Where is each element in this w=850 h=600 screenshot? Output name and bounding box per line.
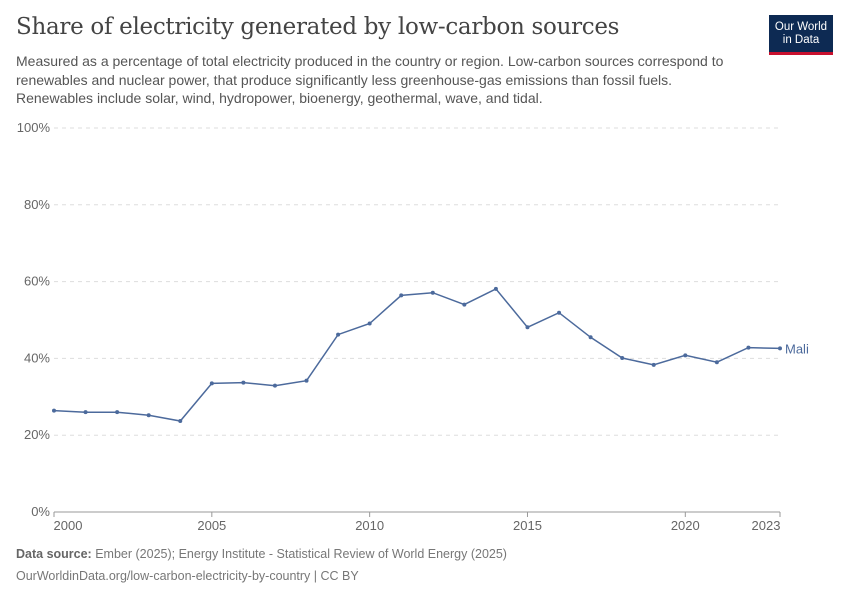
- data-point: [525, 325, 530, 330]
- x-tick-label: 2023: [752, 518, 781, 533]
- y-tick-label: 60%: [24, 274, 50, 289]
- data-point: [304, 378, 309, 383]
- y-tick-label: 40%: [24, 350, 50, 365]
- data-point: [399, 293, 404, 298]
- data-point: [778, 346, 782, 351]
- data-point: [462, 302, 467, 307]
- data-point: [83, 410, 88, 415]
- owid-logo[interactable]: Our World in Data: [769, 15, 833, 55]
- data-point: [115, 410, 120, 415]
- data-point: [588, 335, 593, 340]
- y-tick-label: 80%: [24, 197, 50, 212]
- x-tick-label: 2010: [355, 518, 384, 533]
- data-point: [714, 360, 719, 365]
- data-point: [557, 310, 562, 315]
- data-point: [367, 321, 372, 326]
- data-point: [746, 345, 751, 350]
- data-point: [52, 408, 56, 413]
- y-tick-label: 100%: [17, 120, 51, 135]
- data-point: [430, 290, 435, 295]
- data-point: [683, 353, 688, 358]
- series-line: [53, 287, 781, 422]
- data-point: [336, 332, 341, 337]
- source-label: Data source:: [16, 547, 92, 561]
- x-tick-label: 2005: [197, 518, 226, 533]
- x-tick-label: 2015: [513, 518, 542, 533]
- data-point: [241, 380, 246, 385]
- chart-title: Share of electricity generated by low-ca…: [16, 14, 620, 40]
- data-point: [620, 356, 625, 361]
- y-tick-label: 0%: [31, 504, 50, 519]
- x-tick-label: 2020: [671, 518, 700, 533]
- data-point: [209, 381, 214, 386]
- data-point: [178, 418, 183, 423]
- data-source: Data source: Ember (2025); Energy Instit…: [16, 547, 507, 561]
- data-point: [146, 413, 151, 418]
- data-point: [651, 362, 656, 367]
- data-point: [272, 383, 277, 388]
- chart-url[interactable]: OurWorldinData.org/low-carbon-electricit…: [16, 569, 359, 583]
- series-label: Mali: [785, 341, 809, 356]
- y-tick-label: 20%: [24, 427, 50, 442]
- chart-subtitle: Measured as a percentage of total electr…: [16, 53, 724, 106]
- x-tick-label: 2000: [54, 518, 83, 533]
- source-text[interactable]: Ember (2025); Energy Institute - Statist…: [95, 547, 507, 561]
- data-point: [493, 286, 498, 291]
